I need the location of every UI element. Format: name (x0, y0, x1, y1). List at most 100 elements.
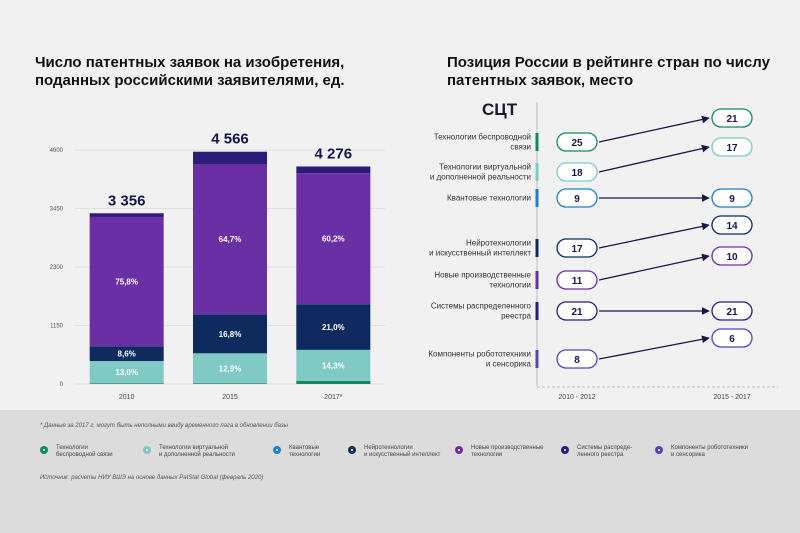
ranking-color-marker (535, 189, 539, 207)
legend-swatch (455, 446, 463, 454)
ranking-row-label-line: реестра (501, 312, 531, 321)
rank-pill-to (711, 301, 753, 321)
ranking-row-label-line: Технологии виртуальной (439, 163, 531, 172)
rank-change-arrow (598, 115, 710, 143)
rank-pill-to (711, 137, 753, 157)
rank-value-from: 25 (571, 138, 583, 149)
period-label-to: 2015 - 2017 (713, 394, 750, 401)
legend-label: Новые производственные технологии (471, 445, 544, 458)
bar-segment-vr (193, 353, 267, 384)
right-chart-title: Позиция России в рейтинге стран по числу… (447, 54, 770, 89)
legend-item-wireless: Технологии беспроводной связи (40, 445, 113, 459)
ranking-row-label: Технологии беспроводной связи (434, 133, 531, 152)
segment-label: 13,0% (115, 368, 138, 377)
ranking-row-label-line: технологии (489, 281, 531, 290)
bar-segment-wireless (89, 383, 164, 384)
rank-pill-to (711, 215, 753, 235)
segment-label: 8,6% (118, 350, 136, 359)
legend-item-robotics: Компоненты робототехники и сенсорика (655, 445, 748, 459)
bar-segment-vr (296, 349, 371, 381)
rank-pill-from (556, 132, 598, 152)
y-tick-label: 4600 (50, 148, 64, 154)
source-note: Источник: расчеты НИУ ВШЭ на основе данн… (40, 475, 264, 481)
ranking-row-label-line: связи (510, 143, 531, 152)
ranking-row-label-line: и дополненной реальности (430, 173, 531, 182)
left-chart-title: Число патентных заявок на изобретения, п… (35, 54, 345, 89)
y-tick-label: 0 (60, 382, 64, 388)
legend-panel (0, 410, 800, 533)
rank-pill-to (711, 108, 753, 128)
segment-label: 14,3% (322, 361, 345, 370)
segment-label: 60,2% (322, 235, 345, 244)
ranking-row-label: Нейротехнологии и искусственный интеллект (429, 239, 531, 258)
legend-swatch (40, 446, 48, 454)
segment-label: 75,8% (115, 278, 138, 287)
rank-value-from: 8 (574, 355, 580, 366)
bar-segment-wireless (296, 380, 371, 384)
rank-pill-from (556, 188, 598, 208)
ranking-chart: Технологии беспроводной связи 25 21 Технолог… (428, 102, 778, 401)
rank-pill-from (556, 238, 598, 258)
ranking-color-marker (535, 133, 539, 151)
rank-pill-from (556, 349, 598, 369)
bar-segment-manufacturing (193, 163, 267, 315)
y-tick-label: 2300 (50, 265, 64, 271)
rank-pill-to (711, 246, 753, 266)
rank-change-arrow (598, 144, 710, 173)
ranking-row-label: Системы распределенного реестра (431, 302, 532, 321)
legend-label: Системы распреде- ленного реестра (577, 445, 633, 458)
bar-segment-ledger (296, 166, 371, 174)
ranking-color-marker (535, 271, 539, 289)
rank-value-from: 17 (571, 244, 583, 255)
ranking-row-label: Компоненты робототехники и сенсорика (428, 350, 531, 369)
bar-segment-neuro (89, 346, 164, 362)
ranking-color-marker (535, 163, 539, 181)
period-label-from: 2010 - 2012 (558, 394, 595, 401)
bar-total-label: 3 356 (108, 192, 146, 209)
segment-label: 21,0% (322, 323, 345, 332)
rank-value-to: 10 (726, 252, 738, 263)
legend-swatch (273, 446, 281, 454)
ranking-color-marker (535, 302, 539, 320)
ranking-row-label: Квантовые технологии (447, 194, 531, 203)
rank-value-to: 21 (726, 114, 738, 125)
segment-label: 64,7% (219, 235, 242, 244)
ranking-row-label-line: Системы распределенного (431, 302, 532, 311)
ranking-color-marker (535, 239, 539, 257)
segment-label: 12,9% (219, 364, 242, 373)
legend-swatch (561, 446, 569, 454)
ranking-row-label-line: и сенсорика (486, 360, 532, 369)
ranking-color-marker (535, 350, 539, 368)
x-tick-label: 2017* (324, 394, 343, 401)
ranking-row-label-line: Квантовые технологии (447, 194, 531, 203)
legend-swatch (655, 446, 663, 454)
rank-value-to: 21 (726, 307, 738, 318)
stacked-bar-chart: 0 1150 2300 3450 4600 13,0% 8,6% 75,8% 3 356 2010… (50, 131, 385, 401)
bar-segment-neuro (193, 314, 267, 354)
ranking-row-label-line: Компоненты робототехники (428, 350, 531, 359)
ranking-row-label-line: и искусственный интеллект (429, 249, 531, 258)
rank-value-to: 14 (726, 221, 738, 232)
legend-item-neuro: Нейротехнологии и искусственный интеллек… (348, 445, 440, 459)
ranking-row-label-line: Новые производственные (434, 271, 531, 280)
legend-label: Компоненты робототехники и сенсорика (671, 445, 748, 458)
sct-label: СЦТ (482, 100, 518, 119)
bar-segment-manufacturing (89, 216, 164, 347)
rank-value-to: 6 (729, 334, 735, 345)
bar-segment-ledger (89, 213, 164, 217)
rank-pill-to (711, 328, 753, 348)
legend-label: Технологии беспроводной связи (56, 445, 113, 458)
rank-value-to: 17 (726, 143, 738, 154)
y-tick-label: 1150 (50, 324, 64, 330)
legend-item-vr: Технологии виртуальной и дополненной реа… (143, 445, 235, 459)
y-tick-label: 3450 (50, 207, 64, 213)
footnote: * Данные за 2017 г. могут быть неполными… (40, 423, 289, 429)
ranking-row-label: Новые производственные технологии (434, 271, 531, 290)
bar-segment-wireless (193, 383, 267, 384)
x-tick-label: 2015 (222, 394, 238, 401)
rank-value-from: 9 (574, 194, 580, 205)
rank-pill-from (556, 270, 598, 290)
legend-swatch (348, 446, 356, 454)
bar-segment-manufacturing (296, 173, 371, 305)
legend-label: Квантовые технологии (289, 445, 321, 458)
